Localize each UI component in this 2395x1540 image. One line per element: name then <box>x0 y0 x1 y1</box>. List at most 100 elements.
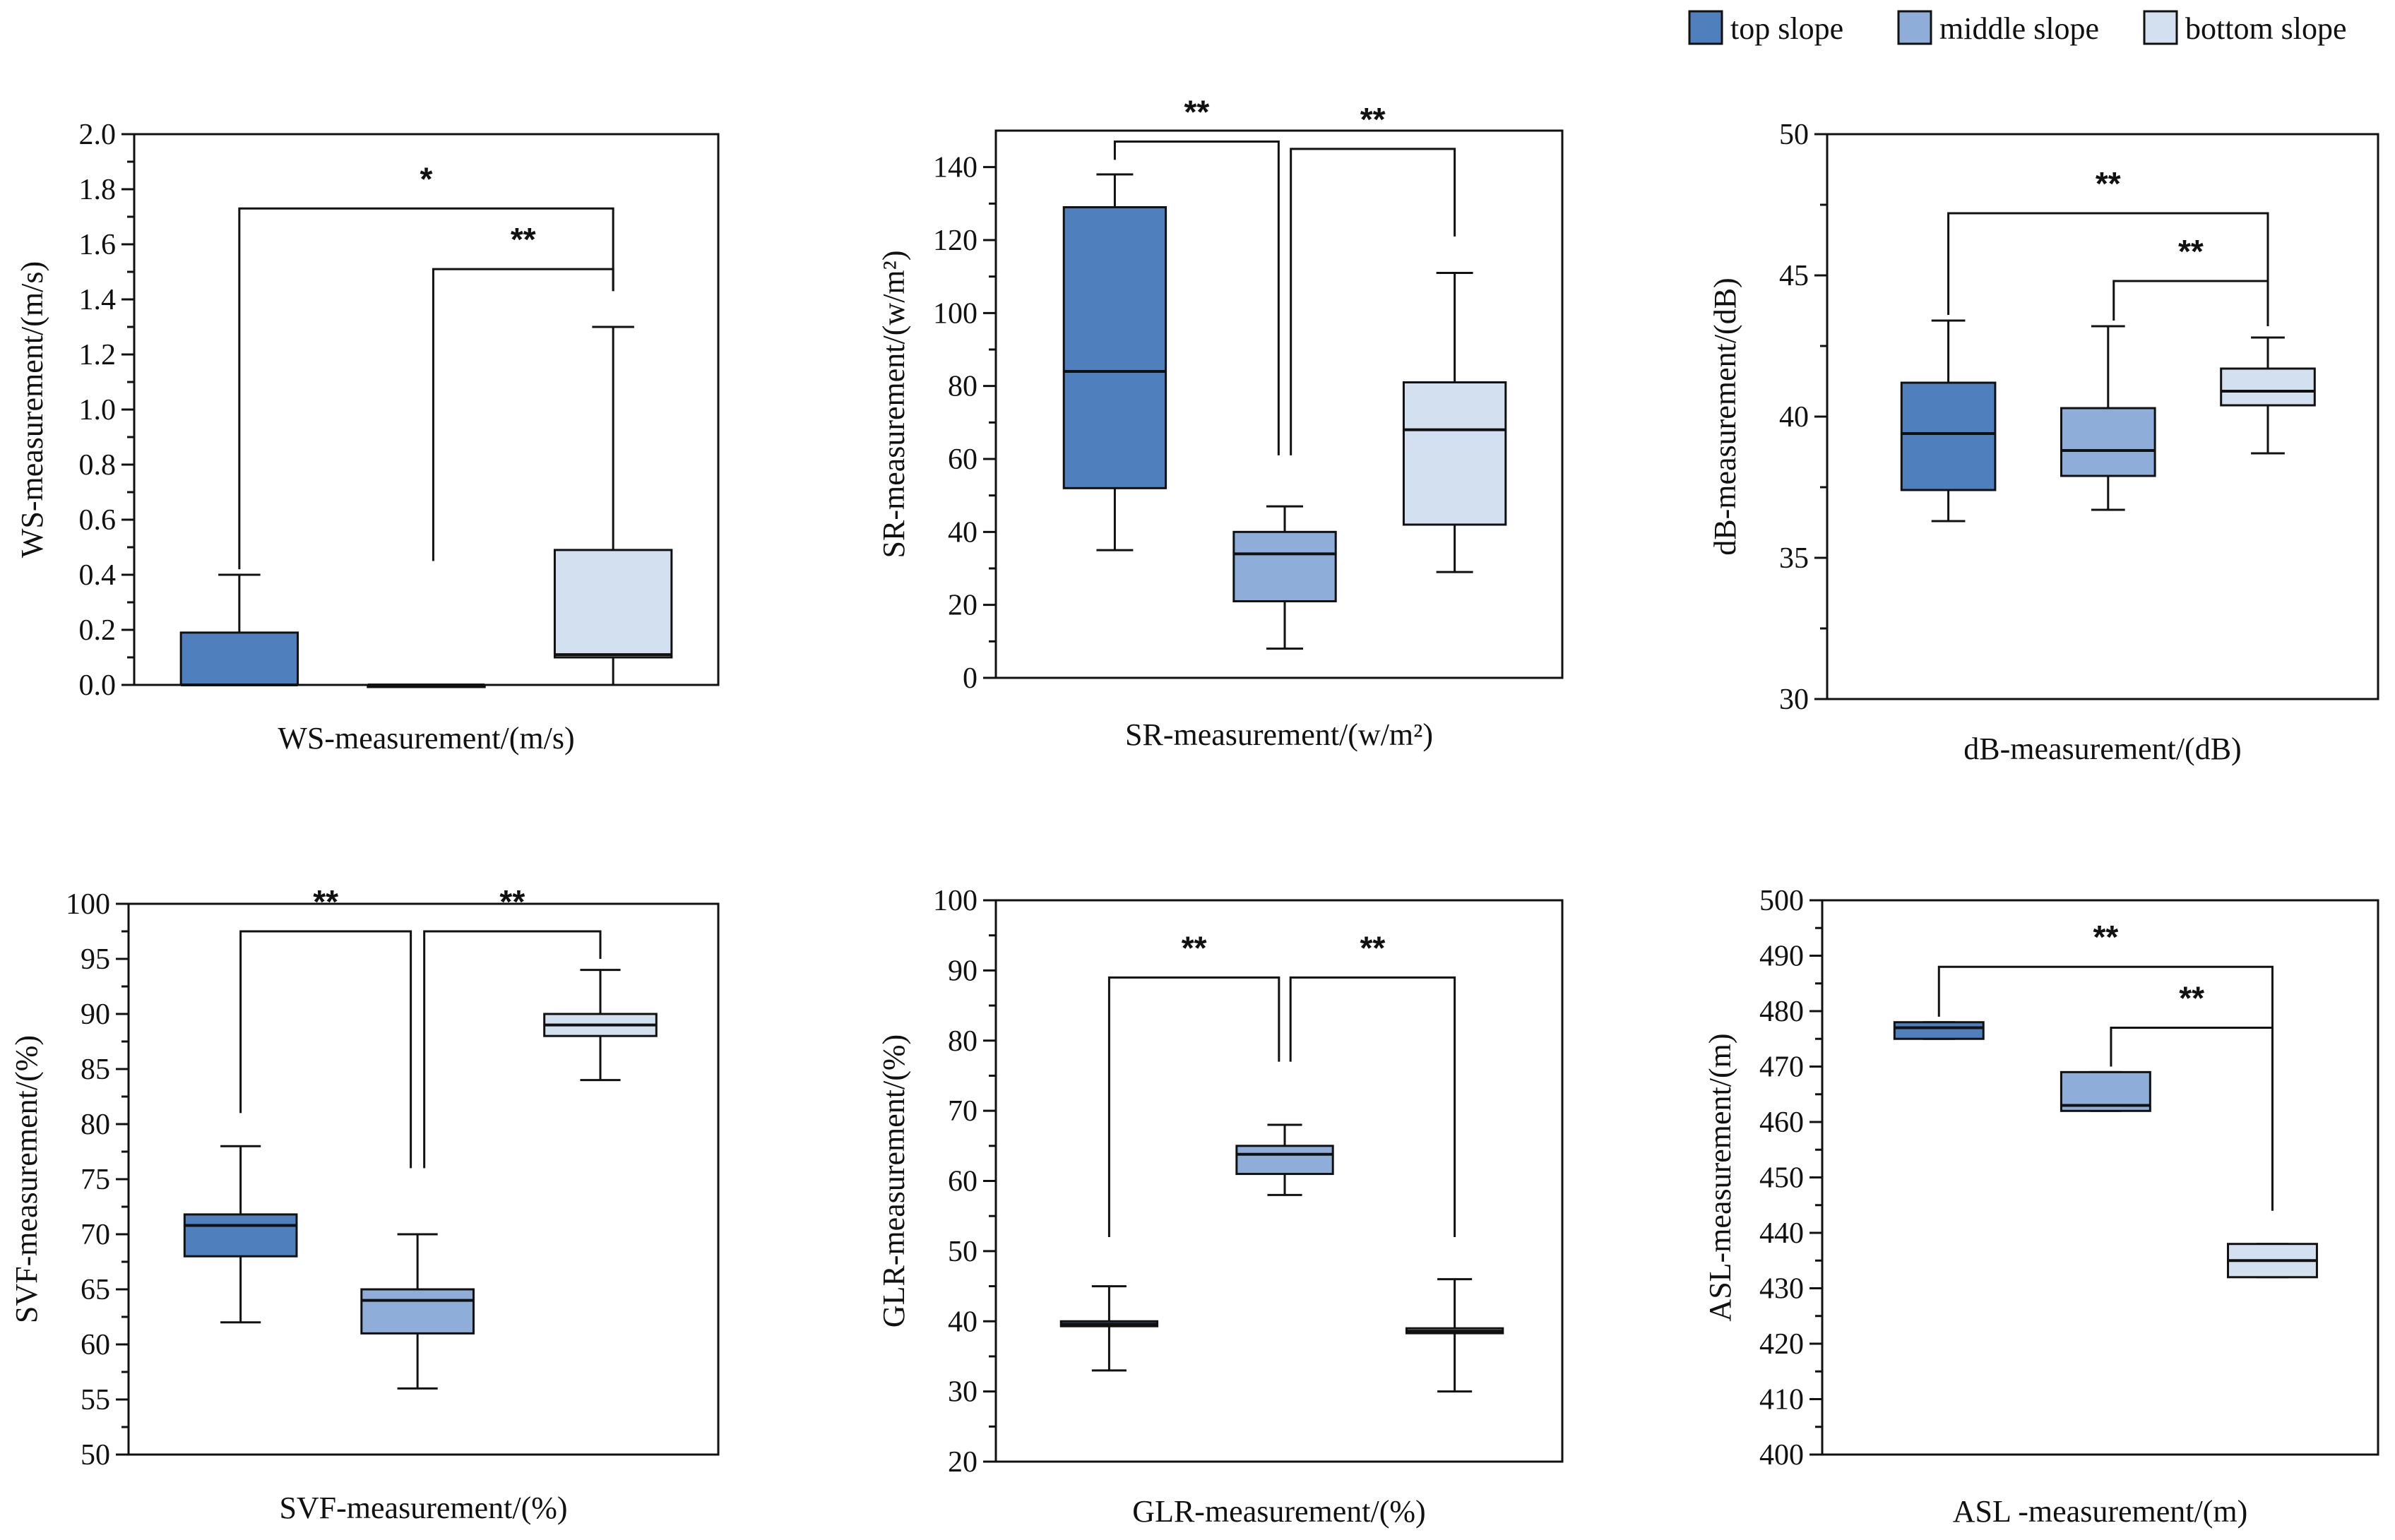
y-tick-label: 90 <box>948 955 977 987</box>
chart-panel-1: 0.0 0.2 0.4 0.6 0.8 1.0 1.2 1.4 1.6 1.8 2.0 WS-meas… <box>15 119 720 756</box>
x-axis-title: SR-measurement/(w/m²) <box>1125 717 1433 752</box>
y-tick-label: 500 <box>1759 885 1804 917</box>
chart-panel-6: 400 410 420 430 440 450 460 470 480 490 500 ASL-mea… <box>1703 885 2379 1529</box>
significance-bracket: ** <box>432 221 614 561</box>
y-axis-title: dB-measurement/(dB) <box>1708 277 1742 555</box>
significance-bracket: ** <box>1289 929 1456 1237</box>
y-tick-label: 30 <box>1779 684 1809 716</box>
y-tick-label: 70 <box>948 1095 977 1128</box>
box-bottom-slope <box>543 969 658 1082</box>
y-tick-label: 0.6 <box>79 504 117 537</box>
significance-label: ** <box>2178 233 2204 270</box>
chart-panel-3: 30 35 40 45 50 dB-measurement/(dB) dB-measurem… <box>1708 119 2379 766</box>
significance-label: ** <box>511 221 536 258</box>
x-axis-title: GLR-measurement/(%) <box>1132 1494 1425 1529</box>
chart-panel-5: 20 30 40 50 60 70 80 90 100 GLR-measurement/(%) GL… <box>876 885 1564 1529</box>
chart-panel-4: 50 55 60 65 70 75 80 85 90 95 100 SVF-measurement/(… <box>9 883 720 1525</box>
box-middle-slope <box>2060 325 2156 511</box>
y-tick-label: 100 <box>933 885 977 917</box>
y-tick-label: 1.8 <box>79 174 117 206</box>
y-tick-label: 430 <box>1759 1273 1804 1306</box>
x-axis-title: WS-measurement/(m/s) <box>278 721 574 756</box>
bracket-line <box>1107 976 1280 1237</box>
y-axis-title: SVF-measurement/(%) <box>9 1035 44 1323</box>
bracket-line <box>1947 212 2269 315</box>
plot-frame <box>1821 899 2379 1456</box>
y-tick-label: 410 <box>1759 1384 1804 1416</box>
y-tick-label: 100 <box>933 297 977 330</box>
box-middle-slope <box>2060 1070 2151 1112</box>
legend-swatch-top-slope <box>1688 10 1723 45</box>
box-iqr <box>1232 530 1337 602</box>
y-tick-label: 55 <box>81 1384 110 1416</box>
y-tick-label: 50 <box>1779 119 1809 151</box>
y-tick-label: 0 <box>963 662 977 695</box>
significance-label: ** <box>1182 929 1207 966</box>
y-tick-label: 1.4 <box>79 284 117 316</box>
box-top-slope <box>1062 173 1167 551</box>
y-tick-label: 480 <box>1759 996 1804 1028</box>
y-tick-label: 100 <box>66 888 110 921</box>
y-tick-label: 0.2 <box>79 614 117 647</box>
y-tick-label: 60 <box>948 1166 977 1198</box>
chart-panel-2: 0 20 40 60 80 100 120 140 SR-measurement/(w/m²) S… <box>876 94 1564 752</box>
y-tick-label: 70 <box>81 1219 110 1251</box>
box-iqr <box>2060 407 2156 477</box>
y-tick-label: 1.6 <box>79 229 117 261</box>
box-iqr <box>1402 381 1507 526</box>
legend-swatch-bottom-slope <box>2143 10 2178 45</box>
y-tick-label: 20 <box>948 1446 977 1479</box>
y-tick-label: 80 <box>948 371 977 403</box>
significance-bracket: ** <box>1947 165 2269 315</box>
y-tick-label: 0.8 <box>79 449 117 482</box>
y-tick-label: 120 <box>933 225 977 257</box>
y-tick-label: 95 <box>81 943 110 976</box>
significance-label: ** <box>313 883 338 920</box>
box-middle-slope <box>1232 505 1337 650</box>
box-bottom-slope <box>553 326 673 686</box>
box-top-slope <box>1900 319 1997 523</box>
box-bottom-slope <box>1402 272 1507 573</box>
x-axis-title: dB-measurement/(dB) <box>1963 732 2241 766</box>
y-tick-label: 60 <box>81 1329 110 1361</box>
x-axis-title: ASL -measurement/(m) <box>1953 1494 2247 1529</box>
y-tick-label: 50 <box>948 1236 977 1268</box>
y-tick-label: 35 <box>1779 542 1809 575</box>
y-tick-label: 50 <box>81 1439 110 1472</box>
y-tick-label: 90 <box>81 998 110 1031</box>
box-middle-slope <box>360 1233 475 1390</box>
box-iqr <box>1062 206 1167 489</box>
bracket-line <box>1113 141 1280 455</box>
y-tick-label: 30 <box>948 1376 977 1409</box>
significance-bracket: ** <box>1290 101 1456 455</box>
y-tick-label: 400 <box>1759 1439 1804 1472</box>
box-iqr <box>1893 1021 1985 1040</box>
y-tick-label: 75 <box>81 1164 110 1196</box>
y-tick-label: 60 <box>948 443 977 476</box>
y-tick-label: 420 <box>1759 1328 1804 1361</box>
y-axis-title: SR-measurement/(w/m²) <box>876 251 911 559</box>
y-tick-label: 440 <box>1759 1217 1804 1250</box>
box-middle-slope <box>367 684 486 688</box>
legend-label-middle-slope: middle slope <box>1939 11 2099 46</box>
significance-label: ** <box>499 883 525 920</box>
y-tick-label: 450 <box>1759 1162 1804 1195</box>
y-tick-label: 140 <box>933 152 977 184</box>
bracket-line <box>239 930 412 1169</box>
significance-label: * <box>420 160 433 197</box>
significance-bracket: ** <box>1937 919 2274 1211</box>
box-top-slope <box>1059 1285 1159 1372</box>
box-iqr <box>360 1288 475 1335</box>
y-tick-label: 0.0 <box>79 669 117 702</box>
box-top-slope <box>179 573 299 686</box>
legend-label-bottom-slope: bottom slope <box>2185 11 2347 46</box>
box-iqr <box>179 631 299 686</box>
y-tick-label: 470 <box>1759 1051 1804 1084</box>
box-iqr <box>2220 367 2316 407</box>
y-tick-label: 85 <box>81 1053 110 1086</box>
significance-label: ** <box>2096 165 2121 202</box>
y-tick-label: 40 <box>1779 401 1809 434</box>
box-bottom-slope <box>1405 1278 1504 1393</box>
box-top-slope <box>183 1145 298 1324</box>
